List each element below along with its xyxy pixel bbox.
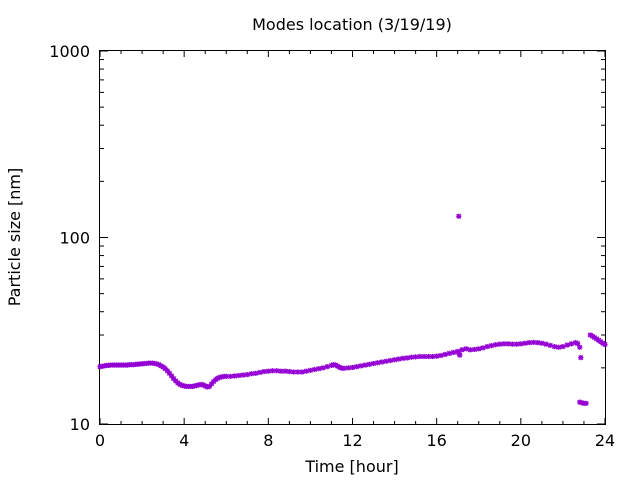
data-point: [295, 369, 301, 375]
plot-frame: [99, 50, 606, 425]
data-point: [236, 372, 242, 379]
data-point: [551, 344, 558, 350]
data-point: [387, 357, 393, 364]
data-point: [560, 344, 566, 350]
data-point: [316, 366, 322, 372]
data-point: [476, 346, 482, 352]
data-point: [396, 356, 402, 362]
data-point: [274, 368, 280, 374]
data-point: [578, 355, 584, 361]
data-point: [438, 352, 444, 359]
x-tick-label: 8: [263, 431, 273, 450]
data-point: [446, 350, 452, 357]
data-point: [543, 341, 549, 347]
x-tick-label: 16: [426, 431, 446, 450]
data-point: [457, 352, 463, 358]
data-point: [345, 365, 351, 371]
data-point: [379, 359, 385, 365]
data-point: [442, 351, 448, 358]
data-point: [349, 364, 356, 371]
y-tick-label: 100: [59, 229, 90, 248]
data-points: [97, 213, 608, 406]
data-point: [526, 340, 532, 346]
data-point: [518, 341, 524, 347]
data-point: [547, 342, 553, 348]
data-point: [568, 341, 574, 347]
chart-title: Modes location (3/19/19): [252, 15, 452, 34]
data-point: [514, 341, 520, 347]
data-point: [375, 360, 381, 366]
data-point: [391, 357, 398, 363]
data-point: [383, 358, 389, 364]
data-point: [429, 353, 436, 360]
data-point: [404, 355, 410, 361]
data-point: [370, 360, 377, 367]
data-point: [488, 343, 494, 349]
x-tick-label: 24: [595, 431, 615, 450]
data-point: [577, 344, 583, 350]
data-point: [459, 347, 465, 353]
data-point: [253, 370, 259, 376]
data-point: [320, 365, 326, 371]
data-point: [354, 364, 360, 370]
data-point: [484, 344, 490, 350]
data-point: [408, 354, 415, 360]
data-point: [166, 370, 173, 376]
x-axis-label: Time [hour]: [304, 457, 398, 476]
data-point: [575, 340, 581, 347]
x-axis: 0 4 8 12 16 20 24: [95, 51, 615, 450]
data-point: [303, 368, 309, 374]
data-point: [362, 362, 368, 368]
y-axis-label: Particle size [nm]: [5, 168, 24, 307]
data-point: [602, 341, 608, 348]
data-point: [341, 365, 347, 371]
x-tick-label: 20: [511, 431, 531, 450]
data-point: [307, 367, 314, 373]
data-point: [366, 361, 372, 367]
data-point: [480, 345, 486, 351]
data-point: [244, 372, 250, 378]
data-point: [564, 342, 570, 348]
y-tick-label: 1000: [49, 42, 90, 61]
data-point: [539, 340, 545, 346]
y-tick-label: 10: [70, 415, 90, 434]
data-point: [299, 369, 305, 375]
x-tick-label: 0: [95, 431, 105, 450]
data-point: [450, 349, 457, 356]
data-point: [463, 346, 469, 352]
data-point: [456, 213, 462, 219]
x-tick-label: 4: [179, 431, 189, 450]
data-point: [324, 364, 330, 370]
data-point: [269, 368, 276, 374]
data-point: [358, 363, 364, 369]
x-tick-label: 12: [342, 431, 362, 450]
data-point: [257, 369, 263, 376]
data-point: [583, 400, 589, 406]
y-axis: 10 100 1000: [49, 42, 605, 434]
data-point: [509, 341, 516, 347]
data-point: [312, 366, 318, 373]
data-point: [208, 381, 215, 387]
data-point: [434, 353, 440, 359]
data-point: [286, 368, 292, 375]
